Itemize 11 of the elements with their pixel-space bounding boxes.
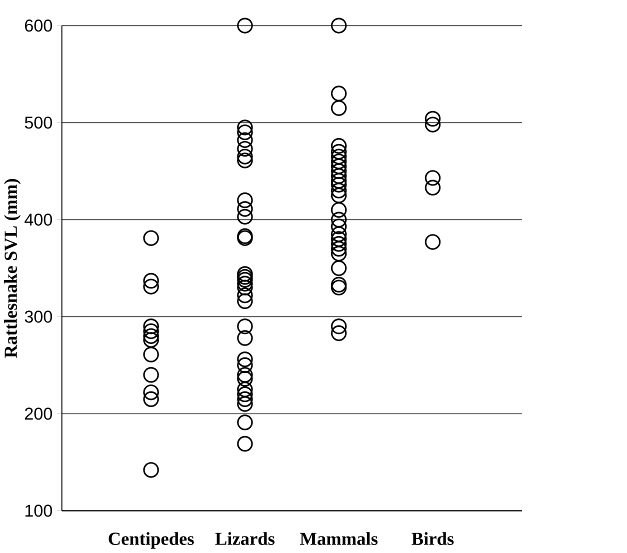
y-tick-label: 300 xyxy=(24,310,52,323)
x-tick-label: Birds xyxy=(412,532,454,546)
y-tick-label: 500 xyxy=(24,116,52,129)
x-tick-label: Mammals xyxy=(300,532,378,546)
x-tick-label: Lizards xyxy=(215,532,275,546)
y-tick-label: 200 xyxy=(25,408,52,420)
x-tick-label: Centipedes xyxy=(108,532,194,549)
y-axis-title: Rattlesnake SVL (mm) xyxy=(4,179,21,358)
y-tick-label: 100 xyxy=(25,504,52,517)
y-tick-label: 400 xyxy=(24,214,52,226)
y-tick-label: 600 xyxy=(25,20,52,32)
